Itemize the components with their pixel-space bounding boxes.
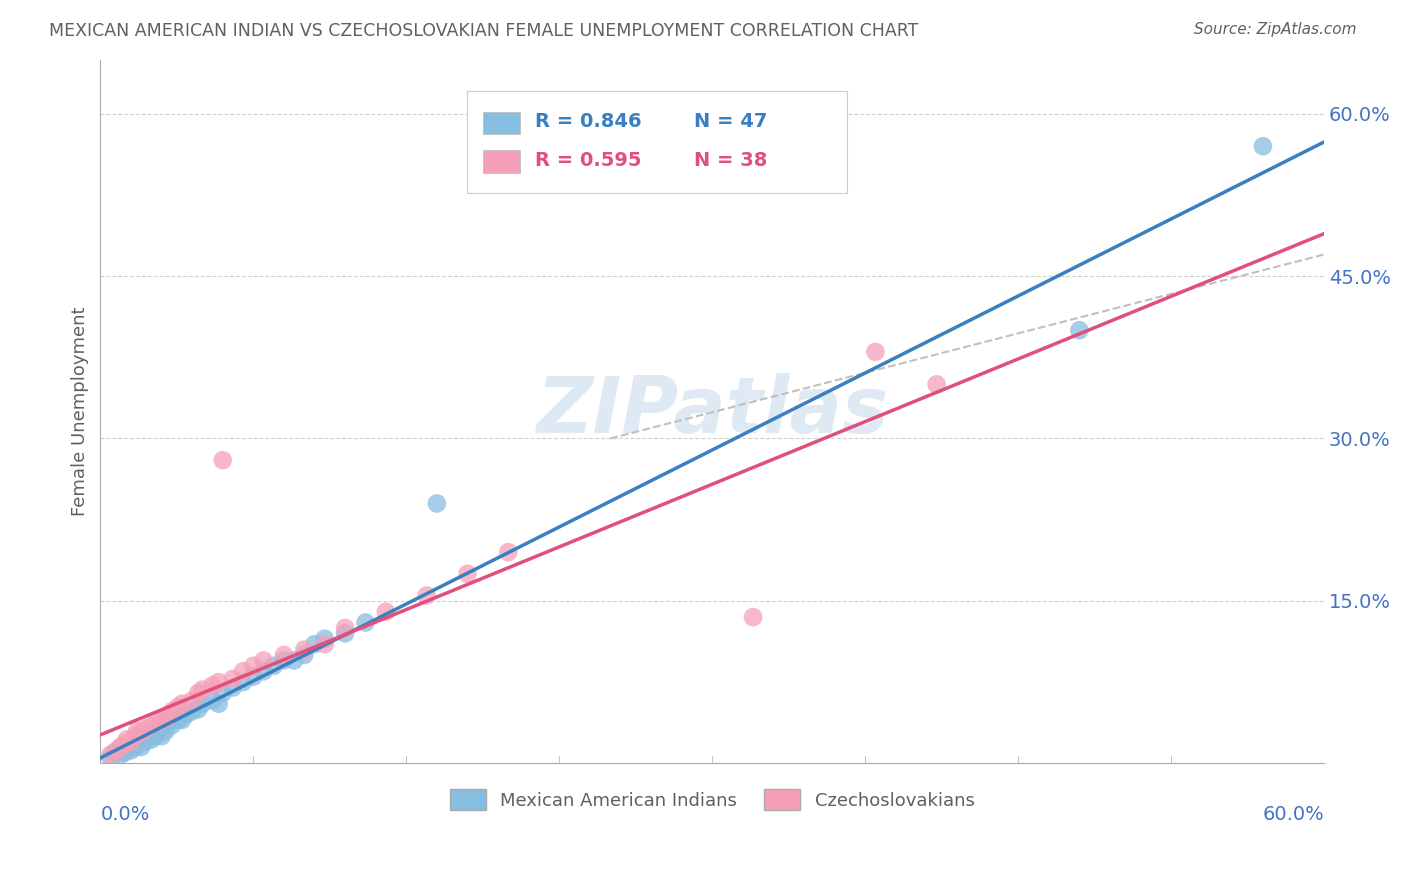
Point — [292, 642, 315, 657]
Point — [304, 637, 326, 651]
Y-axis label: Female Unemployment: Female Unemployment — [72, 307, 89, 516]
Point — [232, 675, 254, 690]
Point — [252, 653, 274, 667]
Point — [415, 589, 437, 603]
Point — [115, 732, 138, 747]
Point — [170, 713, 193, 727]
Point — [160, 704, 183, 718]
Point — [150, 718, 173, 732]
Point — [181, 704, 204, 718]
Point — [156, 711, 179, 725]
Point — [110, 747, 132, 762]
Point — [100, 751, 122, 765]
Point — [141, 718, 163, 732]
Text: N = 47: N = 47 — [695, 112, 768, 131]
Point — [125, 723, 148, 738]
Point — [201, 693, 224, 707]
Point — [136, 729, 159, 743]
Point — [174, 707, 197, 722]
Point — [125, 732, 148, 747]
Text: Source: ZipAtlas.com: Source: ZipAtlas.com — [1194, 22, 1357, 37]
Text: ZIPatlas: ZIPatlas — [536, 374, 889, 450]
Point — [187, 702, 209, 716]
Point — [124, 729, 146, 743]
Point — [925, 377, 948, 392]
Point — [242, 658, 264, 673]
Point — [146, 723, 169, 738]
Point — [170, 697, 193, 711]
Point — [105, 743, 128, 757]
Point — [150, 713, 173, 727]
Point — [166, 713, 188, 727]
Point — [155, 723, 177, 738]
Point — [166, 700, 188, 714]
Point — [134, 722, 156, 736]
Point — [187, 686, 209, 700]
Point — [120, 737, 142, 751]
Point — [156, 715, 179, 730]
Point — [354, 615, 377, 630]
Point — [114, 737, 136, 751]
Point — [426, 496, 449, 510]
Legend: Mexican American Indians, Czechoslovakians: Mexican American Indians, Czechoslovakia… — [443, 782, 981, 818]
Point — [160, 718, 183, 732]
Point — [333, 621, 356, 635]
Point — [191, 682, 214, 697]
Point — [208, 697, 231, 711]
Point — [201, 678, 224, 692]
Point — [124, 739, 146, 754]
Point — [742, 610, 765, 624]
Point — [1251, 139, 1274, 153]
Point — [498, 545, 520, 559]
Point — [314, 632, 336, 646]
Point — [114, 746, 136, 760]
Text: R = 0.595: R = 0.595 — [534, 151, 641, 169]
FancyBboxPatch shape — [484, 112, 520, 134]
Point — [129, 726, 152, 740]
Point — [145, 729, 167, 743]
Point — [146, 715, 169, 730]
Text: 60.0%: 60.0% — [1263, 805, 1324, 824]
Point — [1069, 323, 1091, 337]
Text: N = 38: N = 38 — [695, 151, 768, 169]
Point — [222, 672, 245, 686]
Point — [333, 626, 356, 640]
Point — [456, 566, 478, 581]
Point — [292, 648, 315, 662]
Point — [232, 665, 254, 679]
Point — [141, 726, 163, 740]
Point — [191, 697, 214, 711]
Point — [181, 693, 204, 707]
FancyBboxPatch shape — [484, 151, 520, 173]
Point — [222, 681, 245, 695]
Text: R = 0.846: R = 0.846 — [534, 112, 641, 131]
Point — [115, 739, 138, 754]
Point — [129, 732, 152, 747]
Text: MEXICAN AMERICAN INDIAN VS CZECHOSLOVAKIAN FEMALE UNEMPLOYMENT CORRELATION CHART: MEXICAN AMERICAN INDIAN VS CZECHOSLOVAKI… — [49, 22, 918, 40]
Point — [283, 653, 305, 667]
Point — [100, 747, 122, 762]
Point — [134, 734, 156, 748]
Point — [110, 739, 132, 754]
Point — [208, 675, 231, 690]
Point — [120, 734, 142, 748]
Text: 0.0%: 0.0% — [100, 805, 149, 824]
Point — [374, 605, 396, 619]
Point — [129, 739, 152, 754]
Point — [865, 344, 887, 359]
FancyBboxPatch shape — [467, 91, 846, 194]
Point — [263, 658, 285, 673]
Point — [120, 743, 142, 757]
Point — [110, 739, 132, 754]
Point — [242, 670, 264, 684]
Point — [150, 729, 173, 743]
Point — [273, 648, 295, 662]
Point — [211, 453, 233, 467]
Point — [104, 746, 127, 760]
Point — [211, 686, 233, 700]
Point — [141, 732, 163, 747]
Point — [273, 653, 295, 667]
Point — [252, 665, 274, 679]
Point — [314, 637, 336, 651]
